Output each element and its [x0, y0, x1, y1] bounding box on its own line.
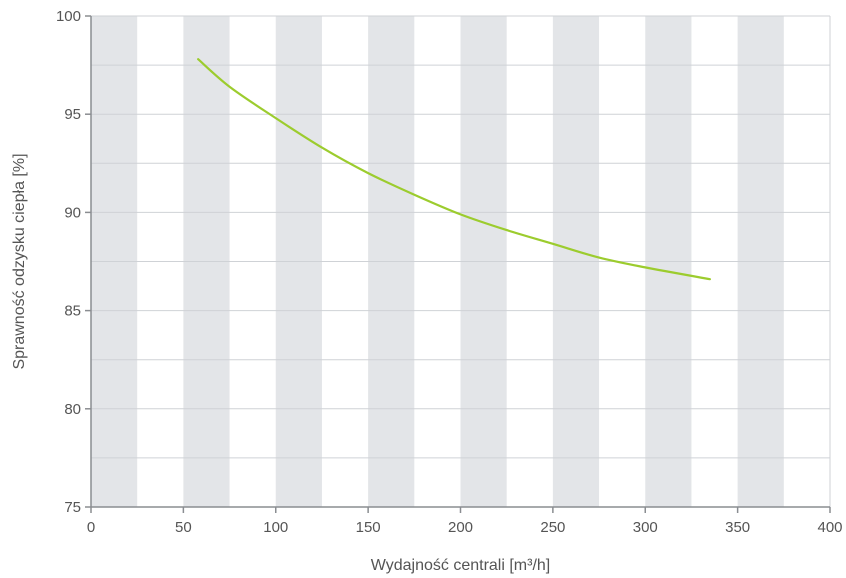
x-tick-label: 200	[448, 519, 473, 536]
x-tick-label: 250	[540, 519, 565, 536]
y-tick-label: 100	[56, 8, 81, 25]
y-tick-label: 90	[64, 204, 81, 221]
series-layer	[197, 58, 712, 281]
x-tick-label: 350	[725, 519, 750, 536]
gridlines	[91, 15, 831, 507]
x-tick-label: 300	[633, 519, 658, 536]
y-tick-label: 95	[64, 106, 81, 123]
series-line	[197, 58, 712, 281]
x-tick-label: 150	[356, 519, 381, 536]
y-tick-label: 80	[64, 401, 81, 418]
y-tick-label: 85	[64, 303, 81, 320]
x-axis-title: Wydajność centrali [m³/h]	[371, 557, 550, 574]
y-tick-label: 75	[64, 499, 81, 516]
x-tick-label: 50	[175, 519, 192, 536]
tick-labels: 0 50 100 150 200 250 300 350 400 75 80 85 90 95 100	[56, 8, 843, 536]
axes	[85, 15, 831, 513]
x-tick-label: 100	[263, 519, 288, 536]
y-axis-title: Sprawność odzysku ciepła [%]	[11, 153, 28, 369]
x-tick-label: 0	[87, 519, 95, 536]
x-tick-label: 400	[817, 519, 842, 536]
